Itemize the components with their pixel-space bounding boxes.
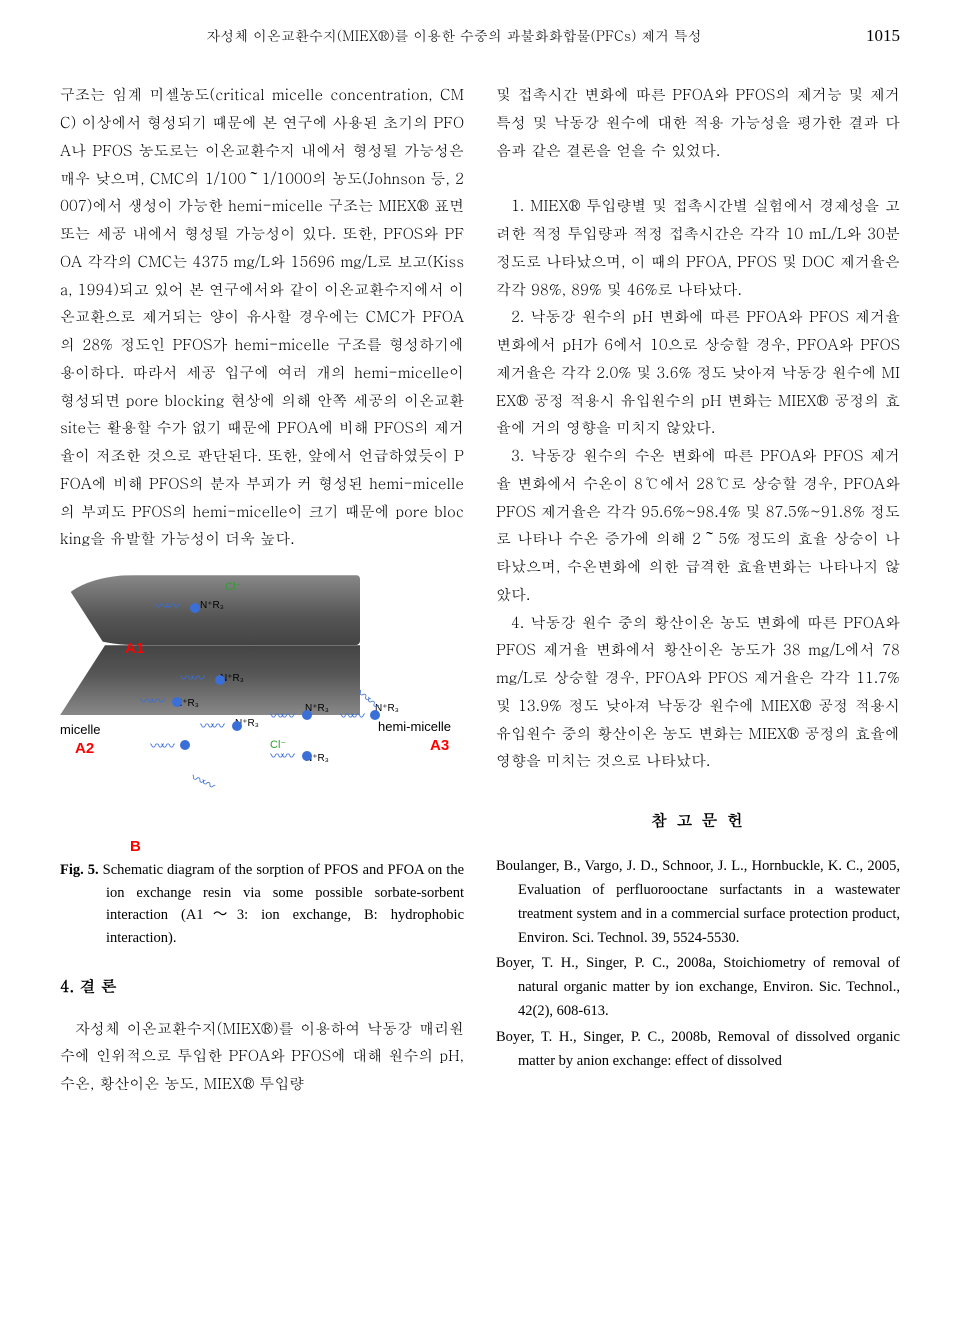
figure-caption-text: Schematic diagram of the sorption of PFO…	[103, 862, 464, 945]
figure-label-a1: A1	[125, 635, 144, 663]
reference-item: Boyer, T. H., Singer, P. C., 2008b, Remo…	[496, 1026, 900, 1074]
figure-caption-number: Fig. 5.	[60, 862, 99, 878]
ion-head-icon	[302, 710, 312, 720]
nr3-label: N⁺R₃	[200, 597, 224, 616]
figure-label-a3: A3	[430, 732, 449, 760]
surfactant-tail-icon: 〰〰	[155, 595, 177, 621]
figure-label-a2: A2	[75, 735, 94, 763]
conclusion-item-2: 2. 낙동강 원수의 pH 변화에 따른 PFOA와 PFOS 제거율 변화에서…	[496, 303, 900, 442]
section-heading-conclusion: 4. 결 론	[60, 971, 464, 1001]
surfactant-tail-icon: 〰〰	[150, 735, 172, 761]
conclusion-item-1: 1. MIEX® 투입량별 및 접촉시간별 실험에서 경제성을 고려한 적정 투…	[496, 192, 900, 303]
reference-item: Boyer, T. H., Singer, P. C., 2008a, Stoi…	[496, 952, 900, 1024]
surfactant-tail-icon: 〰〰	[270, 745, 292, 771]
running-title: 자성체 이온교환수지(MIEX®)를 이용한 수중의 과불화화합물(PFCs) …	[60, 23, 848, 49]
figure-label-b: B	[130, 833, 141, 861]
page-number: 1015	[848, 20, 900, 51]
conclusion-item-4: 4. 낙동강 원수 중의 황산이온 농도 변화에 따른 PFOA와 PFOS 제…	[496, 609, 900, 776]
two-column-layout: 구조는 임계 미셀농도(critical micelle concentrati…	[60, 81, 900, 1097]
ion-head-icon	[180, 740, 190, 750]
conclusion-continuation: 및 접촉시간 변화에 따른 PFOA와 PFOS의 제거능 및 제거특성 및 낙…	[496, 81, 900, 164]
reference-item: Boulanger, B., Vargo, J. D., Schnoor, J.…	[496, 855, 900, 951]
figure-caption: Fig. 5. Schematic diagram of the sorptio…	[60, 859, 464, 949]
page-header: 자성체 이온교환수지(MIEX®)를 이용한 수중의 과불화화합물(PFCs) …	[60, 20, 900, 51]
conclusion-item-3: 3. 낙동강 원수의 수온 변화에 따른 PFOA와 PFOS 제거율 변화에서…	[496, 442, 900, 609]
right-column: 및 접촉시간 변화에 따른 PFOA와 PFOS의 제거능 및 제거특성 및 낙…	[496, 81, 900, 1097]
surfactant-tail-icon: 〰〰	[180, 667, 202, 693]
chloride-label: Cl⁻	[225, 577, 241, 597]
body-paragraph: 구조는 임계 미셀농도(critical micelle concentrati…	[60, 81, 464, 553]
surfactant-tail-icon: 〰〰	[200, 715, 222, 741]
surfactant-tail-icon: 〰〰	[186, 767, 217, 800]
left-column: 구조는 임계 미셀농도(critical micelle concentrati…	[60, 81, 464, 1097]
surfactant-tail-icon: 〰〰	[140, 690, 162, 716]
surfactant-tail-icon: 〰〰	[270, 705, 292, 731]
conclusion-intro: 자성체 이온교환수지(MIEX®)를 이용하여 낙동강 매리원수에 인위적으로 …	[60, 1015, 464, 1098]
references-heading: 참 고 문 헌	[496, 805, 900, 835]
figure-5-diagram: Cl⁻ Cl⁻ N⁺R₃ N⁺R₃ N⁺R₃ N⁺R₃ N⁺R₃ N⁺R₃ N⁺…	[60, 575, 464, 855]
